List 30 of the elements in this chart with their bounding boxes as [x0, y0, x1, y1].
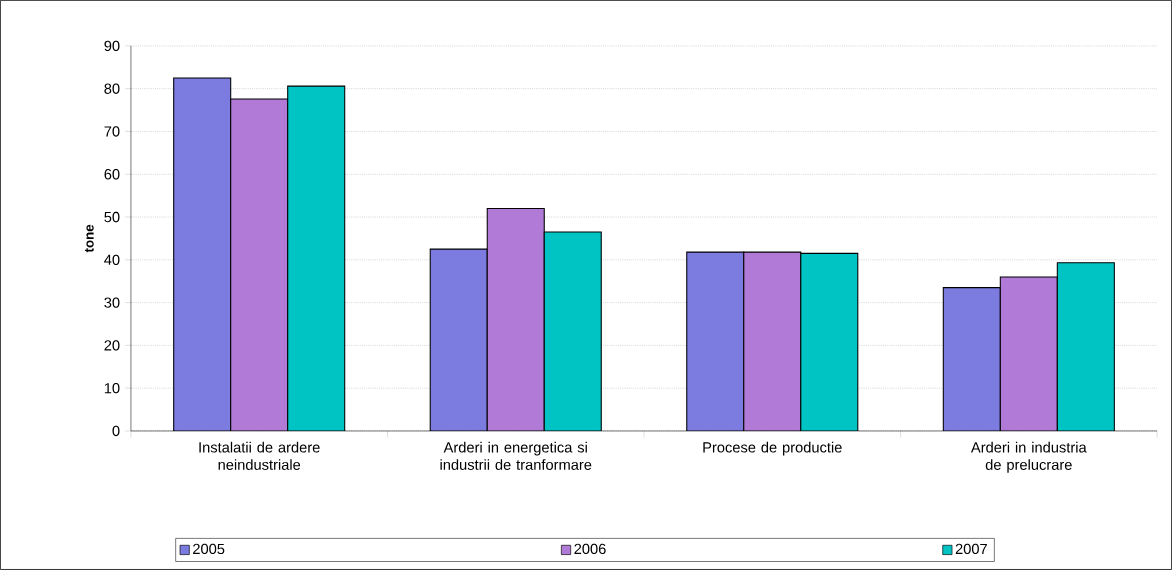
x-tick-label: Instalatii de ardere neindustriale: [199, 441, 320, 470]
bar: [686, 251, 745, 432]
bar: [543, 231, 602, 432]
y-axis-title: tone: [84, 224, 94, 253]
y-tick-label: 60: [104, 169, 120, 180]
y-tick-label: 50: [104, 211, 120, 223]
x-tick-label: Arderi in industria de prelucrare: [970, 441, 1087, 473]
y-tick-label: 90: [104, 40, 120, 52]
y-tick-label: 80: [104, 83, 120, 94]
legend-label: 2006: [574, 543, 606, 555]
y-tick-label: 40: [104, 254, 120, 266]
bar: [1056, 262, 1115, 432]
bar: [230, 98, 289, 432]
bar: [743, 251, 802, 432]
bar: [942, 287, 1001, 432]
legend-label: 2005: [193, 543, 225, 555]
legend-label: 2007: [955, 543, 987, 555]
x-tick-label: Arderi in energetica si industrii de tranformare: [440, 441, 592, 470]
bar: [800, 252, 859, 432]
bar: [287, 85, 346, 432]
bar: [173, 77, 232, 432]
y-tick-label: 30: [104, 297, 120, 308]
x-tick-label: Procese de productie: [703, 441, 842, 456]
y-tick-label: 70: [104, 126, 120, 137]
y-tick-label: 20: [104, 340, 120, 351]
bar: [486, 208, 545, 432]
bar: [429, 248, 488, 432]
y-tick-label: 0: [112, 425, 120, 437]
y-tick-label: 10: [104, 383, 120, 394]
bar: [999, 276, 1058, 432]
